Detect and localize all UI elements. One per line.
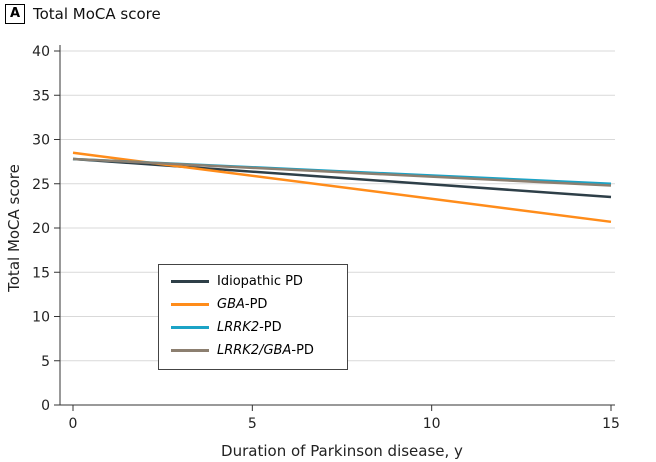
legend-label: Idiopathic PD bbox=[217, 274, 303, 289]
legend-item: LRRK2/GBA-PD bbox=[171, 339, 347, 362]
y-tick-label: 5 bbox=[41, 354, 50, 370]
legend-item: LRRK2-PD bbox=[171, 316, 347, 339]
y-tick-label: 35 bbox=[32, 88, 50, 104]
chart-title: Total MoCA score bbox=[33, 5, 161, 23]
legend-item: GBA-PD bbox=[171, 293, 347, 316]
panel-label: A bbox=[5, 4, 25, 24]
legend-swatch bbox=[171, 303, 209, 306]
legend-label: GBA-PD bbox=[217, 297, 268, 312]
legend-label: LRRK2-PD bbox=[217, 320, 282, 335]
x-axis-label: Duration of Parkinson disease, y bbox=[221, 442, 463, 460]
y-tick-label: 40 bbox=[32, 44, 50, 60]
y-tick-label: 25 bbox=[32, 177, 50, 193]
legend-label: LRRK2/GBA-PD bbox=[217, 343, 314, 358]
y-tick-label: 15 bbox=[32, 265, 50, 281]
y-tick-label: 0 bbox=[41, 398, 50, 414]
legend-swatch bbox=[171, 326, 209, 329]
y-axis-label: Total MoCA score bbox=[5, 164, 23, 293]
series-line-0 bbox=[72, 157, 612, 199]
legend-item: Idiopathic PD bbox=[171, 270, 347, 293]
series-line-3 bbox=[72, 157, 612, 187]
x-tick-label: 0 bbox=[69, 416, 78, 432]
x-tick-label: 10 bbox=[423, 416, 441, 432]
legend-swatch bbox=[171, 280, 209, 283]
legend: Idiopathic PD GBA-PD LRRK2-PD LRRK2/GBA-PD bbox=[158, 264, 348, 370]
x-tick-label: 5 bbox=[248, 416, 257, 432]
y-tick-label: 30 bbox=[32, 133, 50, 149]
y-tick-label: 20 bbox=[32, 221, 50, 237]
y-tick-label: 10 bbox=[32, 310, 50, 326]
legend-swatch bbox=[171, 349, 209, 352]
x-tick-label: 15 bbox=[602, 416, 620, 432]
